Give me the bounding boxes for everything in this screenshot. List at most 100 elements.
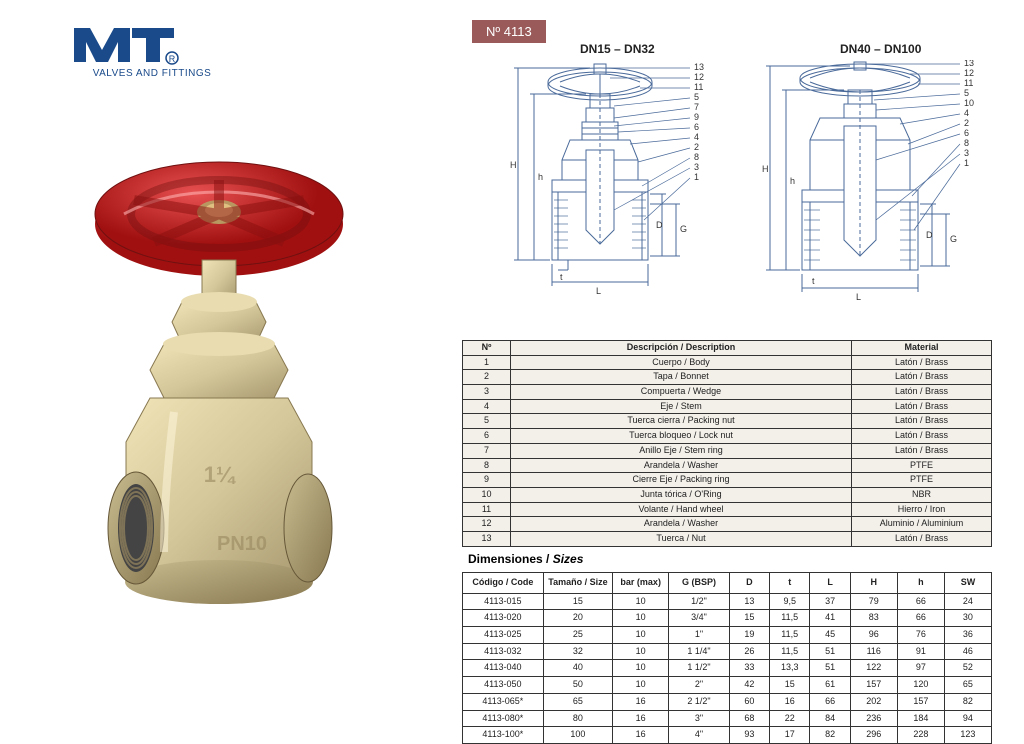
cell: 202 (850, 693, 897, 710)
svg-text:H: H (762, 164, 769, 174)
table-row: 13Tuerca / NutLatón / Brass (463, 531, 992, 546)
cell: 3" (669, 710, 730, 727)
cell: 45 (810, 627, 850, 644)
table-row: 11Volante / Hand wheelHierro / Iron (463, 502, 992, 517)
cell: 236 (850, 710, 897, 727)
cell-mat: PTFE (852, 473, 992, 488)
col-header: h (897, 573, 944, 594)
cell: 16 (770, 693, 810, 710)
cell-no: 12 (463, 517, 511, 532)
svg-text:3: 3 (964, 148, 969, 158)
cell: 76 (897, 627, 944, 644)
svg-text:L: L (596, 286, 601, 296)
table-row: 4113-100*100164"931782296228123 (463, 727, 992, 744)
cell: 16 (613, 693, 669, 710)
svg-text:4: 4 (964, 108, 969, 118)
cell: 120 (897, 677, 944, 694)
diagram-title-right: DN40 – DN100 (840, 42, 921, 56)
table-row: 2Tapa / BonnetLatón / Brass (463, 370, 992, 385)
svg-text:1: 1 (964, 158, 969, 168)
svg-text:8: 8 (694, 152, 699, 162)
cell: 4113-015 (463, 593, 544, 610)
parts-table: Nº Descripción / Description Material 1C… (462, 340, 992, 547)
cell: 96 (850, 627, 897, 644)
cell: 82 (944, 693, 991, 710)
cell: 82 (810, 727, 850, 744)
dim-title-b: Sizes (553, 552, 584, 566)
cell: 100 (543, 727, 612, 744)
cell: 11,5 (770, 610, 810, 627)
col-header-mat: Material (852, 341, 992, 356)
cell: 24 (944, 593, 991, 610)
cell: 11,5 (770, 643, 810, 660)
cell-mat: Latón / Brass (852, 414, 992, 429)
svg-text:4: 4 (694, 132, 699, 142)
cell: 30 (944, 610, 991, 627)
cell: 116 (850, 643, 897, 660)
table-row: 4113-02020103/4"1511,541836630 (463, 610, 992, 627)
product-photo: 1¼ PN10 (64, 152, 394, 612)
svg-text:L: L (856, 292, 861, 302)
cell: 97 (897, 660, 944, 677)
cell: 66 (897, 610, 944, 627)
cell: 36 (944, 627, 991, 644)
table-row: 4113-03232101 1/4"2611,5511169146 (463, 643, 992, 660)
svg-text:2: 2 (694, 142, 699, 152)
svg-text:D: D (656, 220, 663, 230)
cell-no: 13 (463, 531, 511, 546)
cell: 61 (810, 677, 850, 694)
cell-desc: Tapa / Bonnet (511, 370, 852, 385)
col-header: Tamaño / Size (543, 573, 612, 594)
cell: 10 (613, 593, 669, 610)
col-header-desc: Descripción / Description (511, 341, 852, 356)
cell-mat: Latón / Brass (852, 385, 992, 400)
cell: 9,5 (770, 593, 810, 610)
cell-desc: Junta tórica / O'Ring (511, 487, 852, 502)
cell-no: 1 (463, 355, 511, 370)
cell-no: 5 (463, 414, 511, 429)
cell: 84 (810, 710, 850, 727)
cell: 157 (897, 693, 944, 710)
col-header: L (810, 573, 850, 594)
svg-text:H: H (510, 160, 517, 170)
col-header: D (729, 573, 769, 594)
logo-tagline: VALVES AND FITTINGS (72, 68, 232, 79)
table-row: 1Cuerpo / BodyLatón / Brass (463, 355, 992, 370)
cell: 4113-050 (463, 677, 544, 694)
cell-desc: Anillo Eje / Stem ring (511, 443, 852, 458)
svg-text:G: G (680, 224, 687, 234)
cell: 20 (543, 610, 612, 627)
table-row: 4113-065*65162 1/2"60166620215782 (463, 693, 992, 710)
svg-text:3: 3 (694, 162, 699, 172)
svg-text:PN10: PN10 (217, 533, 267, 555)
svg-text:h: h (538, 172, 543, 182)
svg-text:t: t (812, 276, 815, 286)
cell: 13,3 (770, 660, 810, 677)
svg-text:G: G (950, 234, 957, 244)
cell-mat: Hierro / Iron (852, 502, 992, 517)
dimensions-table: Código / CodeTamaño / Sizebar (max)G (BS… (462, 572, 992, 744)
svg-text:11: 11 (694, 82, 703, 92)
cell: 66 (897, 593, 944, 610)
cell: 228 (897, 727, 944, 744)
diagram-title-left: DN15 – DN32 (580, 42, 655, 56)
dim-title-a: Dimensiones / (468, 552, 553, 566)
table-row: 6Tuerca bloqueo / Lock nutLatón / Brass (463, 429, 992, 444)
cell-desc: Arandela / Washer (511, 458, 852, 473)
diagram-right-svg: Hh Lt DG 131211 5104 268 31 (750, 60, 990, 322)
cell: 4113-032 (463, 643, 544, 660)
cell-no: 4 (463, 399, 511, 414)
col-header: Código / Code (463, 573, 544, 594)
table-row: 4113-04040101 1/2"3313,3511229752 (463, 660, 992, 677)
cell: 40 (543, 660, 612, 677)
cell: 10 (613, 660, 669, 677)
svg-text:9: 9 (694, 112, 699, 122)
svg-text:t: t (560, 272, 563, 282)
svg-text:5: 5 (694, 92, 699, 102)
cell: 4113-100* (463, 727, 544, 744)
cell-desc: Tuerca bloqueo / Lock nut (511, 429, 852, 444)
cell: 15 (543, 593, 612, 610)
cell-mat: NBR (852, 487, 992, 502)
cell: 296 (850, 727, 897, 744)
cell: 94 (944, 710, 991, 727)
